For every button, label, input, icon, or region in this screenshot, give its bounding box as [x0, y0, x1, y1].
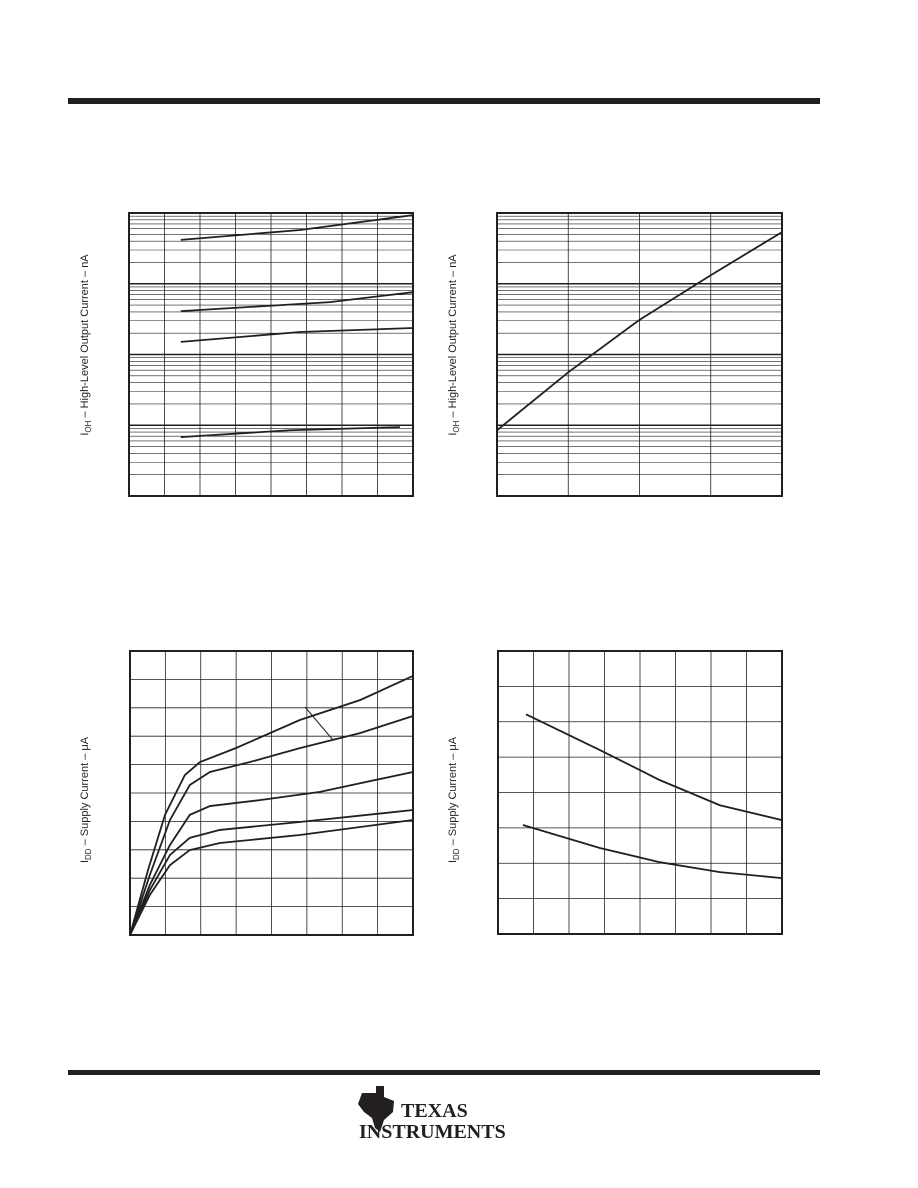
- data-line: [180, 426, 400, 438]
- header-rule: [68, 98, 820, 104]
- chart: IOH – High-Level Output Current – nA: [447, 212, 783, 497]
- y-label-subscript: DD: [452, 848, 461, 860]
- logo-mark: [358, 1086, 394, 1132]
- y-axis-label: IDD – Supply Current – μA: [447, 736, 461, 863]
- plot-frame: [497, 650, 783, 935]
- data-line: [180, 327, 414, 343]
- logo-text: INSTRUMENTS: [359, 1121, 506, 1143]
- plot-frame: [128, 212, 414, 497]
- y-label-text: – Supply Current – μA: [447, 736, 459, 845]
- y-axis-label: IDD – Supply Current – μA: [79, 736, 93, 863]
- y-label-symbol: I: [447, 433, 459, 436]
- data-line: [522, 824, 783, 880]
- y-axis-label: IOH – High-Level Output Current – nA: [447, 254, 461, 436]
- plot-frame: [129, 650, 414, 936]
- annotation-arrow: [304, 706, 334, 741]
- data-line: [180, 291, 414, 313]
- y-label-symbol: I: [79, 860, 91, 863]
- y-label-subscript: OH: [452, 420, 461, 432]
- y-label-subscript: DD: [84, 848, 93, 860]
- data-line: [129, 809, 414, 936]
- ti-logo: TEXAS INSTRUMENTS: [358, 1086, 506, 1143]
- plot-frame: [496, 212, 783, 497]
- data-line: [180, 214, 414, 241]
- chart: IDD – Supply Current – μA: [447, 650, 783, 935]
- data-line: [129, 771, 414, 936]
- data-line: [129, 715, 414, 936]
- chart: IDD – Supply Current – μA: [79, 650, 414, 936]
- footer-rule: [68, 1070, 820, 1075]
- y-axis-label: IOH – High-Level Output Current – nA: [79, 254, 93, 436]
- data-line: [129, 819, 414, 936]
- y-label-symbol: I: [79, 433, 91, 436]
- y-label-text: – High-Level Output Current – nA: [447, 254, 459, 418]
- data-line: [129, 675, 414, 936]
- chart: IOH – High-Level Output Current – nA: [79, 212, 414, 497]
- logo-text: TEXAS: [401, 1100, 468, 1122]
- y-label-subscript: OH: [84, 420, 93, 432]
- data-line: [525, 713, 783, 821]
- y-label-symbol: I: [447, 860, 459, 863]
- data-line: [496, 231, 783, 431]
- y-label-text: – Supply Current – μA: [79, 736, 91, 845]
- y-label-text: – High-Level Output Current – nA: [79, 254, 91, 418]
